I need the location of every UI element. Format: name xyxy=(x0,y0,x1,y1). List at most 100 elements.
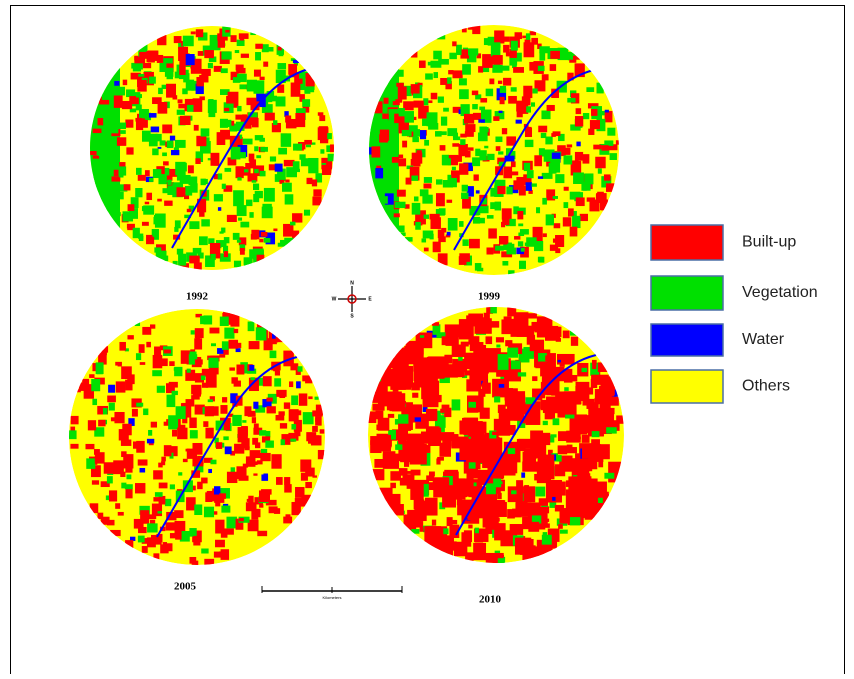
land-patch xyxy=(525,140,534,147)
land-patch xyxy=(187,369,191,373)
land-patch xyxy=(148,430,152,436)
land-patch xyxy=(98,118,104,125)
land-patch xyxy=(232,415,241,426)
land-patch xyxy=(171,150,179,155)
land-patch xyxy=(159,483,168,489)
land-patch xyxy=(167,543,173,551)
land-patch xyxy=(145,170,150,176)
land-patch xyxy=(178,254,186,266)
land-patch xyxy=(426,409,437,421)
land-patch xyxy=(194,504,202,515)
land-patch xyxy=(183,36,194,47)
land-patch xyxy=(308,396,312,399)
land-patch xyxy=(176,406,186,419)
land-patch xyxy=(91,379,100,391)
land-patch xyxy=(177,174,185,181)
land-patch xyxy=(145,202,149,205)
land-patch xyxy=(189,557,196,564)
land-patch xyxy=(526,182,532,191)
land-patch xyxy=(320,429,325,433)
land-patch xyxy=(180,116,191,125)
land-patch xyxy=(521,505,539,515)
land-patch xyxy=(448,218,458,231)
land-patch xyxy=(210,460,216,465)
land-patch xyxy=(191,385,201,395)
land-patch xyxy=(530,340,544,351)
land-patch xyxy=(160,358,168,366)
land-patch xyxy=(106,137,114,149)
land-patch xyxy=(436,458,440,464)
land-patch xyxy=(543,421,548,425)
land-patch xyxy=(300,460,311,472)
land-patch xyxy=(121,440,131,446)
scale-unit: Kilometers xyxy=(323,595,342,600)
land-patch xyxy=(189,528,196,537)
land-patch xyxy=(200,316,207,324)
land-patch xyxy=(458,144,467,156)
land-patch xyxy=(261,474,268,480)
land-patch xyxy=(475,528,479,534)
land-patch xyxy=(221,549,229,560)
land-patch xyxy=(484,146,488,149)
land-patch xyxy=(286,167,297,177)
land-patch xyxy=(206,373,217,388)
land-patch xyxy=(237,40,245,46)
land-patch xyxy=(291,502,300,515)
land-patch xyxy=(123,454,133,468)
land-patch xyxy=(224,328,234,339)
land-patch xyxy=(142,222,149,226)
land-patch xyxy=(398,440,412,461)
land-patch xyxy=(502,261,508,266)
land-patch xyxy=(174,147,179,150)
land-patch xyxy=(559,508,569,524)
land-patch xyxy=(414,196,419,201)
land-patch xyxy=(70,444,78,449)
land-patch xyxy=(392,393,405,411)
land-patch xyxy=(127,335,133,339)
land-patch xyxy=(185,190,192,196)
land-patch xyxy=(538,455,555,465)
land-patch xyxy=(553,131,561,136)
land-patch xyxy=(464,114,474,124)
land-patch xyxy=(240,35,244,41)
land-patch xyxy=(466,315,479,326)
land-patch xyxy=(451,171,457,178)
land-patch xyxy=(598,168,602,173)
land-patch xyxy=(264,188,275,202)
land-patch xyxy=(261,449,267,453)
land-patch xyxy=(531,322,540,332)
land-patch xyxy=(518,372,526,376)
land-patch xyxy=(148,56,155,62)
land-patch xyxy=(276,415,285,420)
land-patch xyxy=(479,127,487,135)
land-patch xyxy=(546,214,554,225)
land-patch xyxy=(479,150,486,160)
land-patch xyxy=(158,511,162,513)
land-patch xyxy=(412,393,418,398)
land-patch xyxy=(460,49,469,58)
land-patch xyxy=(139,344,145,353)
land-patch xyxy=(452,143,459,147)
land-patch xyxy=(566,489,583,510)
land-patch xyxy=(262,44,269,52)
land-patch xyxy=(214,162,219,166)
land-patch xyxy=(249,249,256,258)
land-patch xyxy=(237,240,241,243)
land-patch xyxy=(384,98,389,104)
land-patch xyxy=(480,408,490,419)
land-patch xyxy=(92,399,97,405)
land-patch xyxy=(588,415,596,419)
land-patch xyxy=(268,96,277,102)
land-patch xyxy=(447,200,453,203)
land-patch xyxy=(488,228,497,238)
land-patch xyxy=(304,210,310,216)
land-patch xyxy=(185,99,195,105)
land-patch xyxy=(195,328,204,338)
land-patch xyxy=(433,242,441,253)
land-patch xyxy=(423,98,428,105)
land-patch xyxy=(530,430,543,440)
land-patch xyxy=(197,482,203,489)
land-patch xyxy=(227,215,237,222)
land-patch xyxy=(208,399,213,402)
land-patch xyxy=(529,62,537,71)
